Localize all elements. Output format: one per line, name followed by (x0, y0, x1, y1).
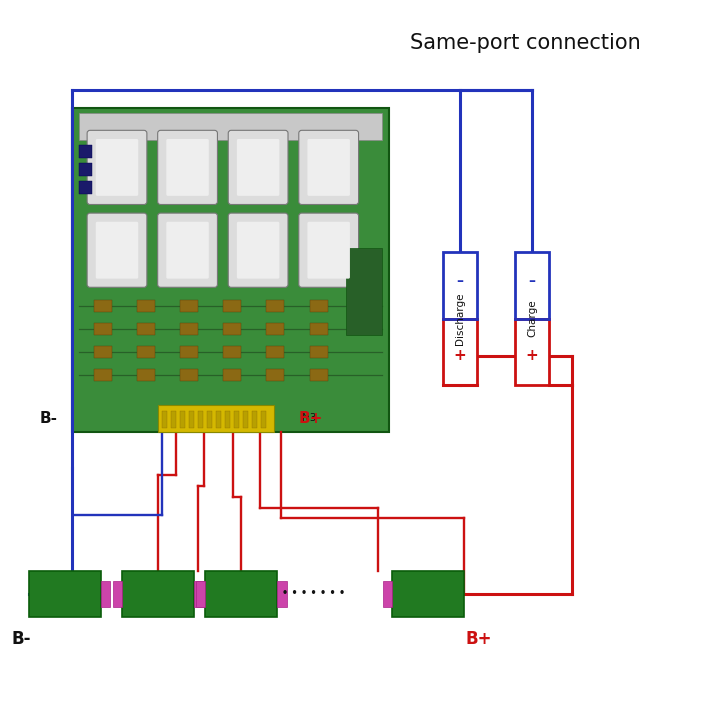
Bar (94, 300, 112, 312)
Text: • • • • • • •: • • • • • • • (282, 588, 345, 598)
FancyBboxPatch shape (307, 222, 350, 279)
Bar (180, 346, 198, 358)
FancyBboxPatch shape (87, 130, 147, 204)
Bar (205, 570, 277, 618)
Bar (162, 411, 168, 428)
Bar (443, 252, 477, 319)
Bar (261, 411, 266, 428)
Bar (94, 323, 112, 335)
Text: Same-port connection: Same-port connection (410, 33, 641, 53)
Bar (180, 300, 198, 312)
Text: B-: B- (40, 411, 58, 426)
FancyBboxPatch shape (228, 130, 288, 204)
Bar (122, 570, 194, 618)
Bar (137, 323, 155, 335)
Bar (94, 369, 112, 381)
Bar (223, 300, 241, 312)
Bar (443, 319, 477, 385)
FancyBboxPatch shape (237, 222, 279, 279)
Bar (189, 411, 194, 428)
FancyBboxPatch shape (87, 213, 147, 287)
Bar (198, 411, 204, 428)
Bar (72, 108, 389, 432)
Bar (266, 323, 284, 335)
FancyBboxPatch shape (96, 139, 138, 196)
Text: +: + (454, 348, 467, 364)
Bar (252, 411, 258, 428)
FancyBboxPatch shape (237, 139, 279, 196)
Bar (171, 411, 176, 428)
Bar (196, 581, 205, 607)
FancyBboxPatch shape (228, 213, 288, 287)
Bar (79, 113, 382, 140)
Bar (113, 581, 122, 607)
Bar (392, 570, 464, 618)
Text: N3: N3 (302, 413, 317, 423)
Bar (277, 581, 287, 607)
Bar (180, 369, 198, 381)
Bar (225, 411, 230, 428)
Bar (223, 323, 241, 335)
Bar (223, 369, 241, 381)
Bar (180, 323, 198, 335)
Bar (515, 252, 549, 319)
Bar (137, 300, 155, 312)
Bar (101, 581, 110, 607)
Text: B-: B- (12, 630, 32, 648)
Text: –: – (528, 274, 536, 288)
FancyBboxPatch shape (158, 130, 217, 204)
Bar (194, 581, 204, 607)
FancyBboxPatch shape (299, 213, 359, 287)
Bar (234, 411, 240, 428)
Bar (180, 411, 186, 428)
Text: Discharge: Discharge (455, 292, 465, 345)
Bar (346, 248, 382, 335)
Bar (216, 411, 222, 428)
Bar (158, 405, 274, 432)
Bar (137, 369, 155, 381)
Bar (310, 346, 328, 358)
FancyBboxPatch shape (166, 222, 209, 279)
Bar (383, 581, 392, 607)
Bar (310, 300, 328, 312)
Bar (79, 163, 92, 176)
Bar (223, 346, 241, 358)
Bar (243, 411, 248, 428)
Bar (79, 181, 92, 194)
Bar (310, 323, 328, 335)
Bar (137, 346, 155, 358)
Bar (266, 346, 284, 358)
FancyBboxPatch shape (166, 139, 209, 196)
Bar (515, 319, 549, 385)
Text: –: – (456, 274, 464, 288)
FancyBboxPatch shape (299, 130, 359, 204)
Bar (266, 300, 284, 312)
Text: Charge: Charge (527, 300, 537, 338)
Bar (266, 369, 284, 381)
Text: B+: B+ (466, 630, 492, 648)
Bar (94, 346, 112, 358)
Text: B+: B+ (299, 411, 323, 426)
FancyBboxPatch shape (307, 139, 350, 196)
Bar (310, 369, 328, 381)
Bar (207, 411, 212, 428)
Bar (29, 570, 101, 618)
FancyBboxPatch shape (96, 222, 138, 279)
Text: +: + (526, 348, 539, 364)
Bar (79, 145, 92, 158)
FancyBboxPatch shape (158, 213, 217, 287)
